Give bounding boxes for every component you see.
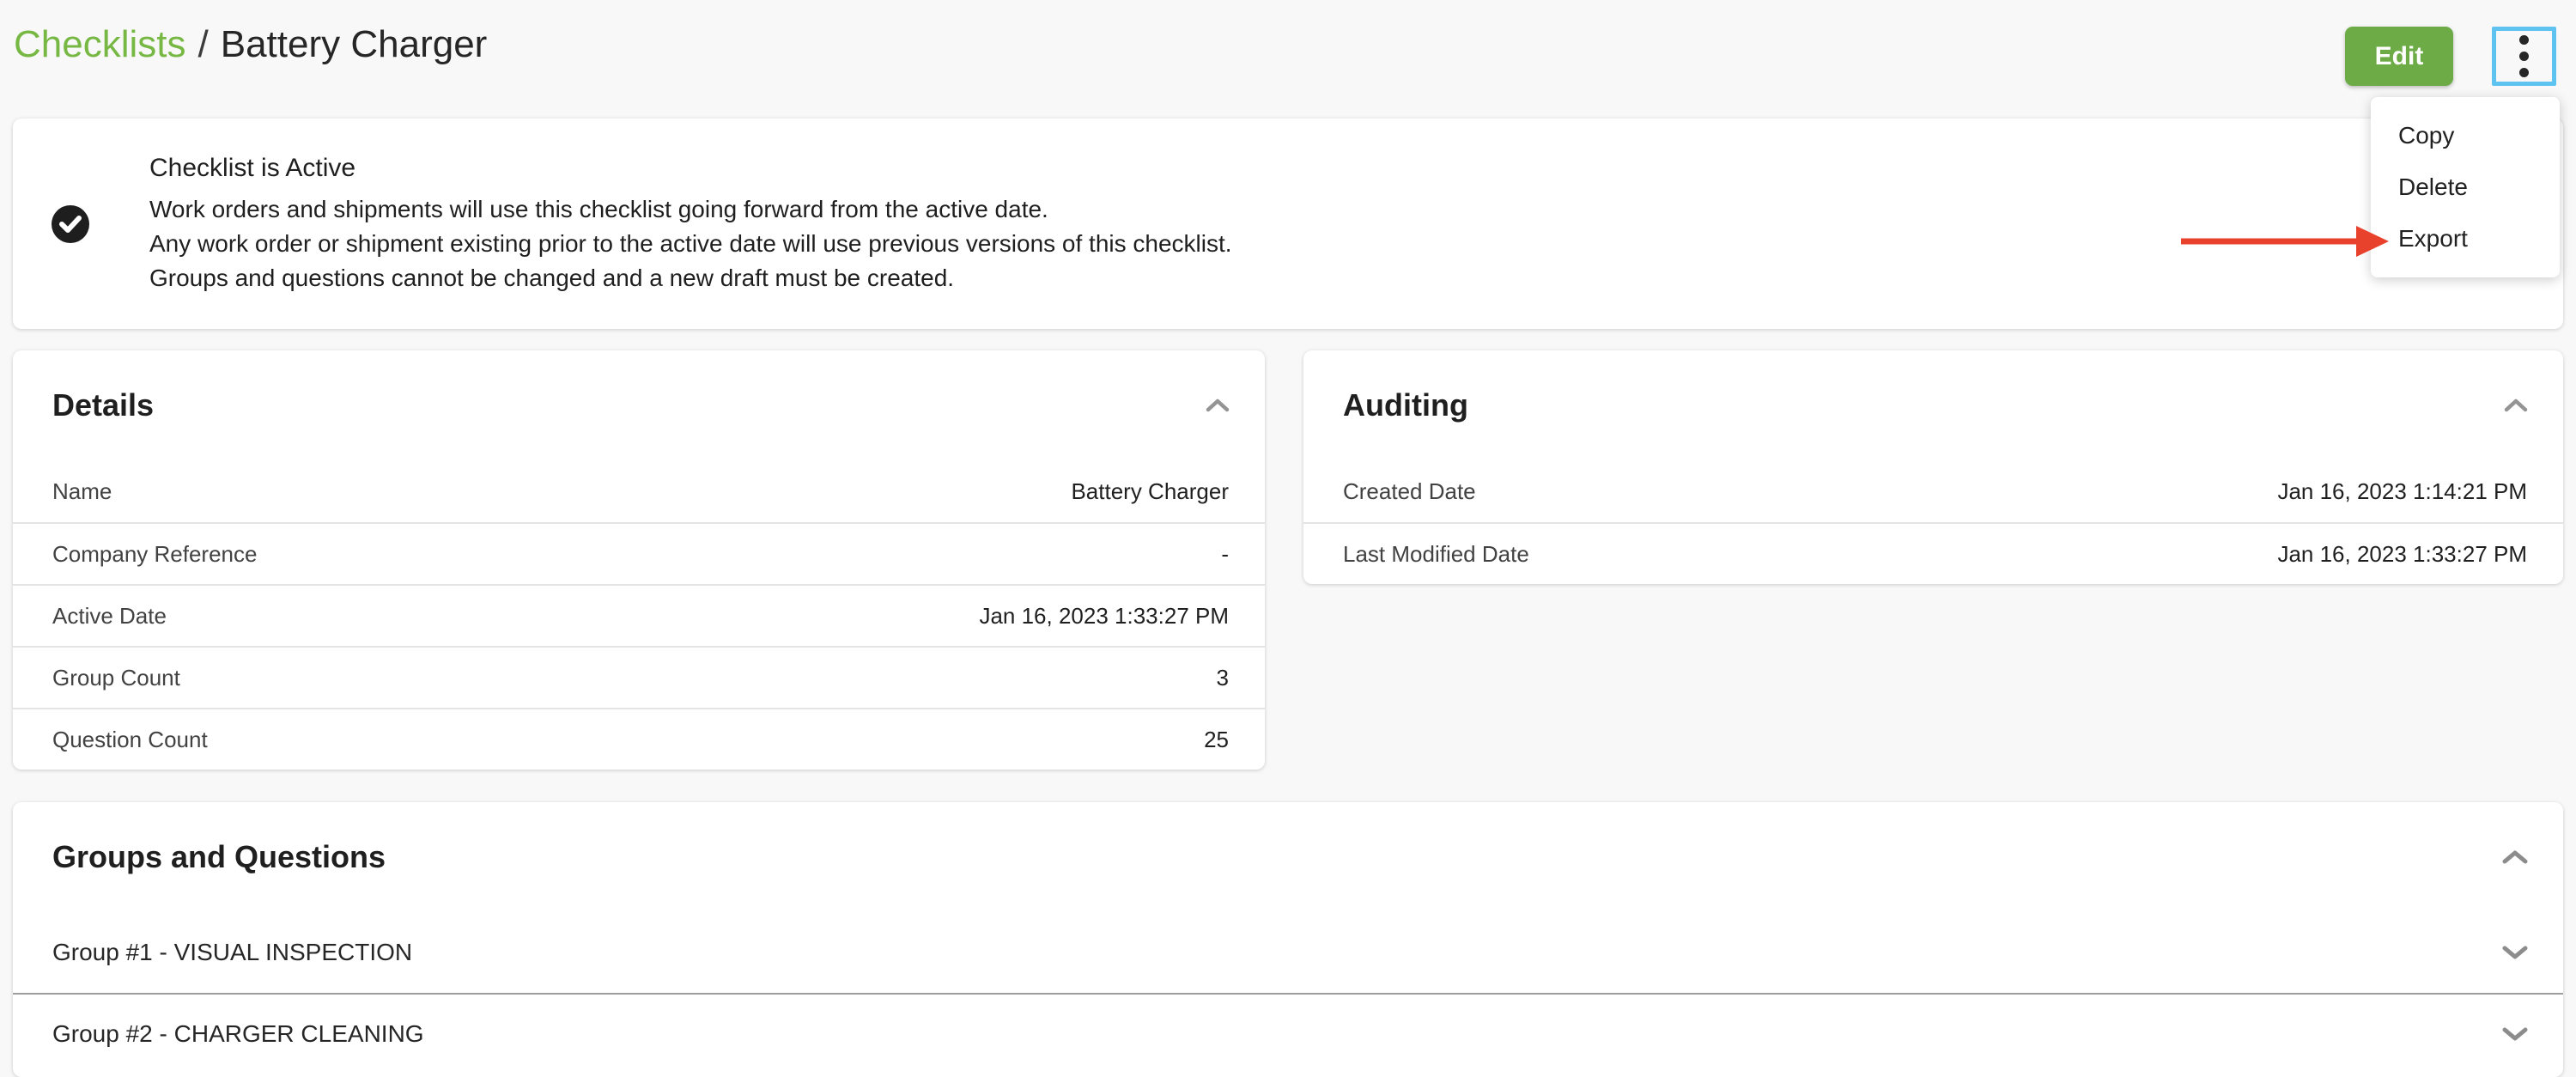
row-value: Jan 16, 2023 1:14:21 PM: [2277, 478, 2527, 504]
auditing-card-header[interactable]: Auditing: [1303, 350, 2563, 460]
group-row-label: Group #1 - VISUAL INSPECTION: [52, 939, 413, 965]
breadcrumb-link-checklists[interactable]: Checklists: [14, 23, 186, 65]
banner-text: Checklist is Active Work orders and ship…: [149, 152, 1232, 295]
cards-row: Details Name Battery Charger Company Ref…: [13, 350, 2563, 770]
row-label: Question Count: [52, 726, 208, 752]
groups-card-header[interactable]: Groups and Questions: [13, 802, 2563, 912]
menu-item-export[interactable]: Export: [2398, 225, 2468, 252]
table-row: Company Reference -: [13, 522, 1265, 584]
banner-line: Any work order or shipment existing prio…: [149, 230, 1232, 257]
auditing-card: Auditing Created Date Jan 16, 2023 1:14:…: [1303, 350, 2563, 584]
row-label: Group Count: [52, 664, 180, 691]
active-status-banner: Checklist is Active Work orders and ship…: [13, 119, 2563, 329]
table-row: Group Count 3: [13, 646, 1265, 708]
check-circle-icon: [52, 204, 89, 243]
auditing-card-title: Auditing: [1343, 387, 1468, 423]
group-row-2[interactable]: Group #2 - CHARGER CLEANING: [13, 993, 2563, 1074]
kebab-menu-icon: [2519, 68, 2529, 77]
group-row-label: Group #2 - CHARGER CLEANING: [52, 1020, 424, 1047]
group-row-1[interactable]: Group #1 - VISUAL INSPECTION: [13, 912, 2563, 993]
row-label: Created Date: [1343, 478, 1476, 504]
row-value: 25: [1204, 726, 1229, 752]
row-label: Last Modified Date: [1343, 540, 1529, 567]
table-row: Created Date Jan 16, 2023 1:14:21 PM: [1303, 460, 2563, 522]
kebab-menu-button[interactable]: [2492, 27, 2556, 86]
top-bar: Checklists / Battery Charger Edit: [0, 0, 2576, 86]
chevron-up-icon[interactable]: [1205, 399, 1230, 413]
groups-card: Groups and Questions Group #1 - VISUAL I…: [13, 802, 2563, 1077]
table-row: Name Battery Charger: [13, 460, 1265, 522]
edit-button[interactable]: Edit: [2345, 27, 2453, 86]
page-title: Battery Charger: [220, 23, 488, 65]
menu-item-copy[interactable]: Copy: [2398, 122, 2455, 149]
chevron-up-icon[interactable]: [2501, 849, 2529, 865]
row-label: Company Reference: [52, 540, 258, 567]
kebab-dropdown-menu: Copy Delete Export: [2371, 97, 2560, 277]
table-row: Question Count 25: [13, 708, 1265, 770]
banner-line: Work orders and shipments will use this …: [149, 196, 1048, 222]
details-card-header[interactable]: Details: [13, 350, 1265, 460]
chevron-up-icon[interactable]: [2503, 399, 2529, 413]
group-rows: Group #1 - VISUAL INSPECTION Group #2 - …: [13, 912, 2563, 1074]
breadcrumb: Checklists / Battery Charger: [14, 0, 487, 67]
chevron-down-icon[interactable]: [2501, 1026, 2529, 1042]
groups-card-title: Groups and Questions: [52, 839, 386, 874]
row-value: Jan 16, 2023 1:33:27 PM: [979, 602, 1229, 629]
breadcrumb-separator: /: [197, 23, 209, 65]
row-value: 3: [1216, 664, 1229, 691]
row-value: Jan 16, 2023 1:33:27 PM: [2277, 540, 2527, 567]
banner-line: Groups and questions cannot be changed a…: [149, 265, 955, 291]
kebab-menu-icon: [2519, 52, 2529, 61]
details-card: Details Name Battery Charger Company Ref…: [13, 350, 1265, 770]
kebab-menu-icon: [2519, 35, 2529, 45]
menu-item-delete[interactable]: Delete: [2398, 173, 2468, 200]
table-row: Last Modified Date Jan 16, 2023 1:33:27 …: [1303, 522, 2563, 584]
auditing-rows: Created Date Jan 16, 2023 1:14:21 PM Las…: [1303, 460, 2563, 584]
row-value: -: [1221, 540, 1229, 567]
chevron-down-icon[interactable]: [2501, 945, 2529, 960]
details-card-title: Details: [52, 387, 155, 423]
row-value: Battery Charger: [1071, 478, 1229, 504]
details-rows: Name Battery Charger Company Reference -…: [13, 460, 1265, 770]
header-actions: Edit: [2345, 27, 2556, 86]
row-label: Name: [52, 478, 112, 504]
table-row: Active Date Jan 16, 2023 1:33:27 PM: [13, 584, 1265, 646]
banner-title: Checklist is Active: [149, 154, 356, 182]
row-label: Active Date: [52, 602, 167, 629]
